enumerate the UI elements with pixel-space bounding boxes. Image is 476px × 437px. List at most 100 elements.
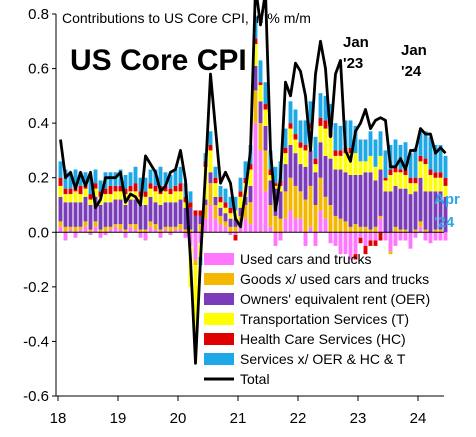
y-tick-label: 0.4 [28, 115, 49, 132]
bar-segment-4 [123, 188, 128, 195]
bar-segment-1 [358, 226, 363, 233]
bar-segment-4 [383, 177, 388, 181]
bar-segment-1 [368, 229, 373, 233]
bar-segment-1 [203, 205, 208, 219]
bar-segment-0 [273, 232, 278, 246]
bar-segment-4 [108, 185, 113, 195]
bar-segment-3 [143, 196, 148, 205]
bar-segment-1 [58, 221, 63, 227]
bar-segment-5 [83, 172, 88, 184]
y-tick-label: -0.6 [23, 388, 49, 405]
axes: 0.8 0.6 0.4 0.2 0.0 -0.2 -0.4 -0.618 19 20 21 22 23 2… [23, 6, 444, 427]
bar-segment-0 [78, 229, 83, 233]
bar-segment-2 [378, 169, 383, 216]
bar-segment-5 [333, 123, 338, 151]
bar-segment-3 [313, 164, 318, 173]
bar-segment-5 [188, 191, 193, 203]
y-tick-label: 0.0 [28, 224, 49, 241]
bar-segment-3 [348, 153, 353, 175]
bar-segment-1 [293, 185, 298, 219]
bar-segment-0 [248, 224, 253, 233]
bar-segment-5 [428, 136, 433, 170]
annotation-jan23-month: Jan [343, 34, 369, 51]
annotation-apr24-year: '24 [434, 214, 455, 231]
bar-segment-5 [433, 144, 438, 173]
bar-segment-5 [163, 172, 168, 186]
bar-segment-4 [238, 191, 243, 197]
bar-segment-1 [158, 229, 163, 233]
bar-segment-3 [158, 194, 163, 205]
bar-segment-4 [198, 210, 203, 216]
bar-segment-3 [223, 207, 228, 214]
bar-segment-3 [353, 153, 358, 175]
bar-segment-3 [268, 174, 273, 181]
bar-segment-4 [403, 169, 408, 175]
stacked-bars [58, 16, 448, 347]
bar-segment-0 [108, 229, 113, 233]
bar-segment-1 [308, 185, 313, 227]
bar-segment-0 [253, 123, 258, 233]
bar-segment-4 [358, 237, 363, 244]
legend-swatch [204, 333, 234, 345]
bar-segment-0 [358, 232, 363, 238]
bar-segment-1 [268, 205, 273, 227]
bar-segment-1 [388, 251, 393, 255]
bar-segment-0 [298, 218, 303, 233]
bar-segment-5 [208, 131, 213, 145]
bar-segment-3 [413, 183, 418, 192]
bar-segment-4 [443, 177, 448, 186]
bar-segment-1 [128, 224, 133, 227]
bar-segment-1 [283, 191, 288, 219]
bar-segment-0 [438, 232, 443, 241]
bar-segment-1 [178, 224, 183, 230]
bar-segment-5 [98, 180, 103, 192]
bar-segment-2 [383, 191, 388, 233]
bar-segment-2 [218, 207, 223, 216]
bar-segment-2 [278, 191, 283, 219]
bar-segment-0 [423, 232, 428, 241]
bar-segment-5 [148, 169, 153, 184]
bar-segment-2 [98, 205, 103, 230]
bar-segment-2 [68, 202, 73, 227]
bar-segment-0 [433, 232, 438, 241]
bar-segment-0 [388, 232, 393, 252]
bar-segment-5 [393, 139, 398, 167]
bar-segment-2 [403, 188, 408, 230]
bar-segment-2 [63, 202, 68, 227]
bar-segment-0 [283, 218, 288, 233]
bar-segment-0 [408, 232, 413, 249]
bar-segment-3 [358, 161, 363, 175]
bar-segment-4 [128, 185, 133, 192]
bar-segment-5 [338, 125, 343, 151]
bar-segment-2 [223, 213, 228, 222]
bar-segment-4 [428, 169, 433, 175]
bar-segment-4 [93, 183, 98, 189]
bar-segment-1 [338, 218, 343, 233]
bar-segment-3 [228, 213, 233, 219]
bar-segment-0 [233, 232, 238, 236]
bar-segment-5 [408, 153, 413, 178]
bar-segment-0 [83, 226, 88, 233]
bar-segment-3 [108, 194, 113, 203]
bar-segment-4 [288, 123, 293, 129]
legend-label: Total [240, 371, 270, 387]
bar-segment-3 [148, 188, 153, 197]
bar-segment-0 [63, 232, 68, 241]
bar-segment-1 [108, 226, 113, 230]
bar-segment-3 [318, 125, 323, 143]
bar-segment-4 [213, 177, 218, 184]
bar-segment-0 [243, 218, 248, 233]
bar-segment-1 [98, 229, 103, 233]
bar-segment-2 [163, 202, 168, 227]
bar-segment-1 [348, 226, 353, 233]
bar-segment-2 [73, 202, 78, 227]
bar-segment-3 [103, 194, 108, 203]
bar-segment-2 [318, 142, 323, 178]
bar-segment-2 [288, 144, 293, 178]
bar-segment-0 [168, 232, 173, 236]
x-tick-label: 23 [350, 410, 367, 427]
bar-segment-2 [353, 174, 358, 225]
bar-segment-5 [308, 101, 313, 124]
bar-segment-5 [423, 131, 428, 159]
bar-segment-2 [113, 199, 118, 225]
